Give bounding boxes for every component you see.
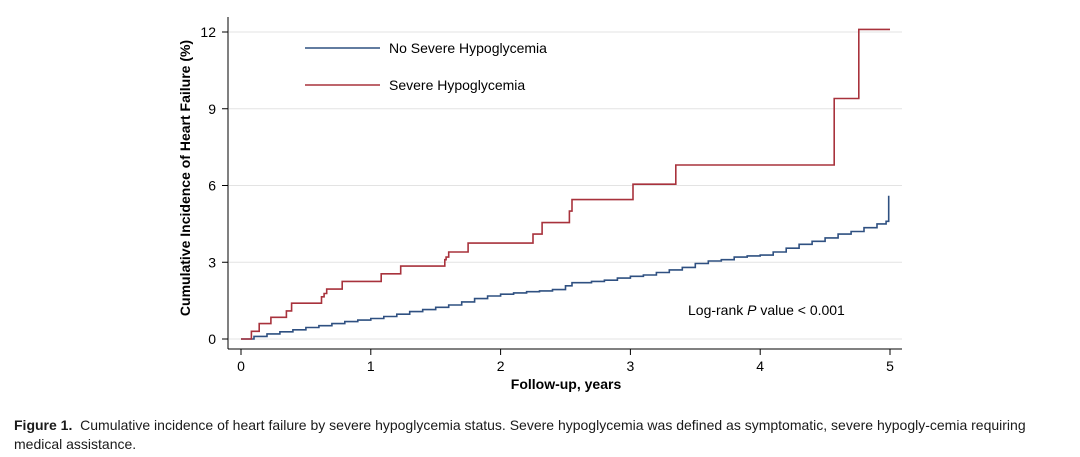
series-lines	[241, 28, 890, 340]
legend-label-severe-hypoglycemia: Severe Hypoglycemia	[389, 77, 525, 93]
x-tick-label-3: 3	[627, 358, 635, 374]
plot-area	[228, 17, 902, 349]
x-tick-label-5: 5	[886, 358, 894, 374]
y-ticks: 0 3 6 9 12	[200, 24, 228, 347]
y-tick-label-0: 0	[208, 331, 216, 347]
annotation-p-symbol: P	[747, 302, 757, 318]
x-axis-title: Follow-up, years	[511, 376, 622, 392]
y-tick-label-12: 12	[200, 24, 216, 40]
x-tick-label-1: 1	[367, 358, 375, 374]
legend: No Severe Hypoglycemia Severe Hypoglycem…	[305, 40, 547, 93]
figure-caption: Figure 1. Cumulative incidence of heart …	[14, 416, 1070, 454]
annotation-suffix: value < 0.001	[757, 302, 846, 318]
x-tick-label-4: 4	[756, 358, 764, 374]
caption-text: Cumulative incidence of heart failure by…	[14, 417, 1026, 452]
log-rank-annotation: Log-rank P value < 0.001	[688, 302, 845, 318]
series-line-severe-hypoglycemia	[241, 28, 890, 340]
x-tick-label-0: 0	[237, 358, 245, 374]
y-tick-label-6: 6	[208, 178, 216, 194]
y-tick-label-3: 3	[208, 254, 216, 270]
series-line-no-severe-hypoglycemia	[241, 195, 890, 340]
x-ticks: 0 1 2 3 4 5	[237, 349, 894, 374]
caption-label: Figure 1.	[14, 417, 73, 433]
y-axis-title: Cumulative Incidence of Heart Failure (%…	[177, 40, 193, 316]
legend-label-no-severe-hypoglycemia: No Severe Hypoglycemia	[389, 40, 547, 56]
x-tick-label-2: 2	[497, 358, 505, 374]
y-tick-label-9: 9	[208, 101, 216, 117]
annotation-prefix: Log-rank	[688, 302, 747, 318]
grid-lines	[229, 31, 902, 340]
